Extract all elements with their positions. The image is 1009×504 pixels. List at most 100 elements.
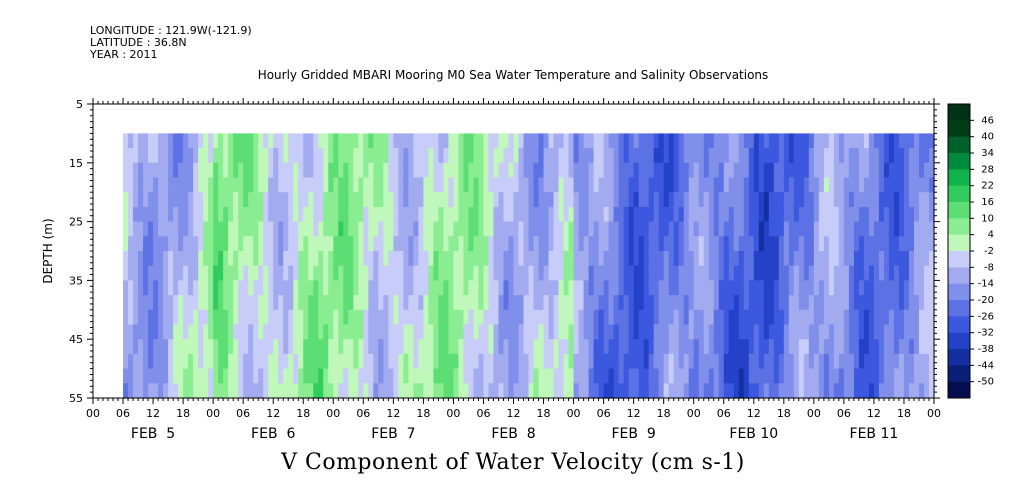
heatmap-cell (353, 192, 359, 208)
heatmap-cell (293, 162, 299, 179)
heatmap-cell (813, 206, 820, 223)
heatmap-cell (763, 368, 770, 384)
heatmap-cell (438, 192, 445, 208)
heatmap-cell (378, 383, 384, 399)
heatmap-cell (468, 148, 475, 164)
heatmap-cell (303, 148, 309, 164)
heatmap-cell (633, 192, 640, 208)
heatmap-cell (218, 148, 224, 164)
heatmap-cell (903, 309, 910, 326)
heatmap-cell (688, 148, 695, 164)
heatmap-cell (483, 383, 490, 399)
heatmap-cell (723, 368, 730, 384)
heatmap-cell (888, 177, 895, 193)
heatmap-cell (223, 368, 229, 384)
heatmap-cell (328, 295, 334, 311)
heatmap-cell (648, 251, 655, 267)
heatmap-cell (733, 368, 740, 384)
heatmap-cell (443, 368, 450, 384)
heatmap-cell (718, 177, 725, 193)
heatmap-cell (378, 221, 384, 237)
heatmap-cell (728, 353, 735, 370)
heatmap-cell (703, 368, 710, 384)
heatmap-cell (698, 324, 705, 340)
heatmap-cell (238, 148, 244, 164)
heatmap-cell (413, 383, 419, 399)
heatmap-cell (323, 221, 329, 237)
heatmap-cell (748, 265, 755, 281)
heatmap-cell (158, 251, 164, 267)
heatmap-cell (628, 148, 635, 164)
heatmap-cell (368, 148, 374, 164)
heatmap-cell (473, 295, 480, 311)
heatmap-cell (803, 265, 810, 281)
colorbar-label: -50 (978, 377, 994, 388)
heatmap-cell (498, 324, 505, 340)
heatmap-cell (463, 162, 470, 179)
heatmap-cell (393, 133, 399, 149)
heatmap-cell (893, 162, 900, 179)
heatmap-cell (333, 221, 339, 237)
heatmap-cell (713, 280, 720, 296)
heatmap-cell (743, 148, 750, 164)
heatmap-cell (343, 309, 349, 326)
heatmap-cell (558, 339, 565, 355)
heatmap-cell (528, 309, 535, 326)
heatmap-cell (373, 133, 379, 149)
heatmap-cell (928, 295, 935, 311)
heatmap-cell (893, 221, 900, 237)
heatmap-cell (793, 133, 800, 149)
heatmap-cell (673, 206, 680, 223)
heatmap-cell (338, 133, 344, 149)
heatmap-cell (393, 251, 399, 267)
heatmap-cell (173, 383, 179, 399)
heatmap-cell (648, 353, 655, 370)
heatmap-cell (313, 206, 319, 223)
heatmap-cell (443, 339, 450, 355)
heatmap-cell (753, 221, 760, 237)
heatmap-cell (168, 177, 174, 193)
heatmap-cell (558, 280, 565, 296)
heatmap-cell (768, 148, 775, 164)
heatmap-cell (433, 133, 440, 149)
heatmap-cell (798, 251, 805, 267)
heatmap-cell (778, 353, 785, 370)
heatmap-cell (343, 251, 349, 267)
heatmap-cell (903, 162, 910, 179)
heatmap-cell (338, 192, 344, 208)
heatmap-cell (468, 280, 475, 296)
heatmap-cell (578, 265, 585, 281)
heatmap-cell (343, 148, 349, 164)
heatmap-cell (403, 280, 409, 296)
heatmap-cell (618, 206, 625, 223)
heatmap-cell (863, 265, 870, 281)
heatmap-cell (263, 177, 269, 193)
heatmap-cell (328, 309, 334, 326)
heatmap-cell (473, 324, 480, 340)
heatmap-cell (418, 324, 424, 340)
heatmap-cell (373, 295, 379, 311)
heatmap-cell (148, 148, 154, 164)
heatmap-cell (528, 236, 535, 252)
heatmap-cell (813, 192, 820, 208)
heatmap-cell (213, 162, 219, 179)
heatmap-cell (298, 221, 304, 237)
heatmap-cell (398, 206, 404, 223)
heatmap-cell (573, 177, 580, 193)
heatmap-cell (383, 148, 389, 164)
heatmap-cell (683, 133, 690, 149)
heatmap-cell (523, 353, 530, 370)
heatmap-cell (718, 206, 725, 223)
heatmap-cell (493, 309, 500, 326)
heatmap-cell (838, 265, 845, 281)
heatmap-cell (203, 251, 209, 267)
heatmap-cell (698, 221, 705, 237)
heatmap-cell (833, 162, 840, 179)
heatmap-cell (848, 133, 855, 149)
heatmap-cell (268, 353, 274, 370)
heatmap-cell (718, 324, 725, 340)
heatmap-cell (398, 192, 404, 208)
heatmap-cell (883, 148, 890, 164)
heatmap-cell (158, 280, 164, 296)
heatmap-cell (508, 324, 515, 340)
